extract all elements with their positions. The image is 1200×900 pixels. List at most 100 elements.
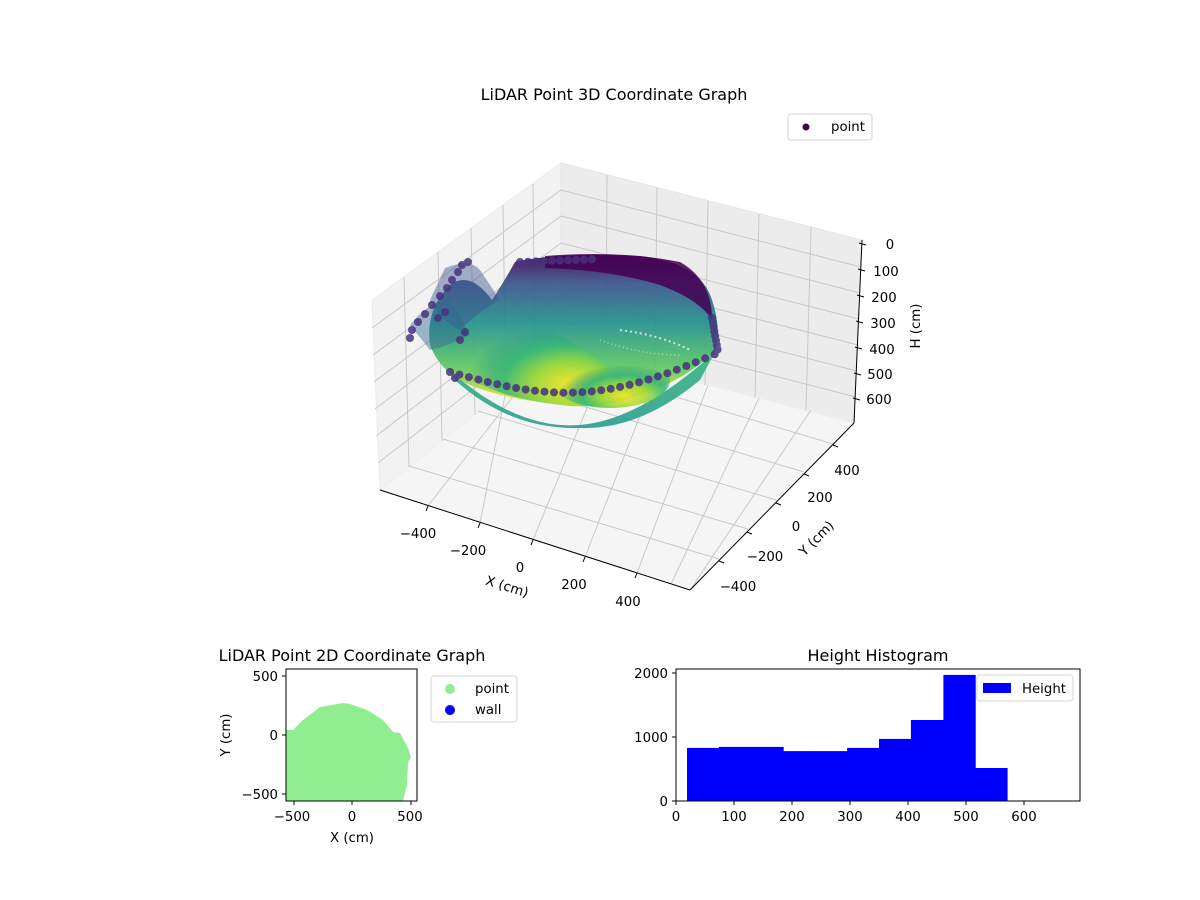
- x-tick-labels: −400 −200 0 200 400: [400, 527, 641, 610]
- legend-label: Height: [1022, 682, 1066, 697]
- wall-point: [464, 373, 473, 382]
- wall-point: [532, 257, 540, 266]
- wall-point: [446, 368, 454, 376]
- wall-point: [540, 257, 548, 266]
- z-tick: 500: [867, 368, 892, 383]
- wall-point: [406, 334, 414, 342]
- wall-point: [464, 258, 472, 266]
- wall-point: [653, 372, 662, 381]
- x-tick: 400: [615, 595, 640, 610]
- axes-3d: [379, 239, 867, 591]
- plot-3d: LiDAR Point 3D Coordinate Graph: [371, 85, 924, 610]
- wall-point: [713, 345, 722, 354]
- x-tick: 0: [516, 561, 524, 576]
- x-tick: 200: [779, 810, 804, 825]
- histogram-bar: [783, 751, 816, 801]
- wall-point: [443, 284, 451, 292]
- wall-point: [597, 386, 606, 395]
- wall-point: [448, 276, 456, 284]
- plot-2d-ticks: [282, 675, 412, 805]
- legend-3d: point: [787, 113, 873, 141]
- histogram-frame: [675, 668, 1081, 802]
- wall-point: [451, 374, 459, 382]
- z-tick: 600: [866, 393, 891, 408]
- x-tick: 100: [721, 810, 746, 825]
- x-tick: 0: [348, 810, 356, 825]
- y-axis-label: Y (cm): [796, 519, 838, 561]
- wall-point: [548, 256, 556, 265]
- histogram-title: Height Histogram: [808, 646, 949, 665]
- histogram-x-ticks: 0 100 200 300 400 500 600: [672, 810, 1037, 825]
- wall-point: [461, 328, 469, 336]
- wall-point: [606, 384, 615, 393]
- point-region: [286, 703, 411, 801]
- wall-point: [564, 256, 572, 265]
- wall-point: [512, 384, 521, 392]
- y-axis-line: [689, 422, 855, 591]
- y-tick: 0: [660, 795, 668, 810]
- wall-point: [408, 326, 416, 334]
- histogram-bar: [943, 674, 976, 801]
- wall-point: [421, 310, 429, 318]
- wall-point: [493, 380, 502, 389]
- wall-point: [616, 382, 625, 391]
- x-tick: −400: [400, 527, 437, 542]
- legend-label: wall: [475, 703, 501, 718]
- histogram-bar: [910, 720, 944, 801]
- z-axis-line: [853, 239, 863, 424]
- histogram-bar: [879, 738, 912, 801]
- plot-2d: LiDAR Point 2D Coordinate Graph −500 0 5…: [219, 646, 518, 846]
- plot-2d-x-label: X (cm): [330, 831, 374, 846]
- legend-histogram: Height: [976, 674, 1074, 702]
- x-tick: 500: [397, 810, 422, 825]
- z-tick: 0: [886, 238, 894, 253]
- wall-point: [580, 255, 588, 264]
- wall-point: [550, 388, 558, 397]
- z-tick: 300: [870, 317, 895, 332]
- histogram-bar: [687, 747, 720, 801]
- y-tick: 200: [807, 491, 832, 506]
- legend-point-marker-icon: [445, 684, 455, 694]
- z-tick: 100: [873, 265, 898, 280]
- wall-point: [625, 380, 634, 389]
- legend-label: point: [475, 682, 509, 697]
- wall-point: [414, 318, 422, 326]
- histogram-y-ticks: 0 1000 2000: [634, 667, 668, 810]
- wall-point: [483, 378, 492, 386]
- y-tick: 500: [253, 670, 278, 685]
- y-tick-labels: −400 −200 0 200 400: [720, 464, 860, 595]
- wall-point: [588, 255, 596, 264]
- wall-point: [531, 386, 539, 395]
- y-tick: 1000: [634, 731, 668, 746]
- z-axis-label: H (cm): [909, 304, 924, 349]
- x-axis-line: [379, 489, 691, 591]
- x-axis-label: X (cm): [484, 574, 530, 601]
- wall-point: [434, 314, 442, 322]
- wall-point: [458, 261, 466, 269]
- z-tick: 400: [869, 343, 894, 358]
- wall-point: [568, 388, 577, 397]
- legend-wall-marker-icon: [445, 705, 455, 715]
- histogram-bar: [975, 768, 1008, 801]
- wall-point: [521, 385, 530, 394]
- wall-point: [701, 354, 710, 363]
- legend-2d: point wall: [430, 675, 518, 723]
- histogram-bar: [718, 746, 752, 801]
- wall-point: [559, 388, 568, 397]
- wall-point: [672, 365, 681, 374]
- histogram-bar: [750, 746, 784, 801]
- legend-label: point: [831, 120, 865, 135]
- wall-point: [663, 369, 672, 378]
- legend-height-swatch-icon: [983, 683, 1011, 693]
- plot-histogram: Height Histogram 0 100 200 300 400 500 6…: [634, 646, 1081, 825]
- plot-2d-y-ticks: 500 0 −500: [241, 670, 278, 803]
- histogram-bars: [687, 674, 1008, 801]
- x-tick: 200: [561, 578, 586, 593]
- plot-2d-title: LiDAR Point 2D Coordinate Graph: [219, 646, 486, 665]
- x-tick: 0: [672, 810, 680, 825]
- wall-points-3d: [406, 255, 722, 397]
- wall-point: [524, 257, 532, 266]
- wall-point: [474, 375, 483, 384]
- wall-point: [540, 387, 549, 396]
